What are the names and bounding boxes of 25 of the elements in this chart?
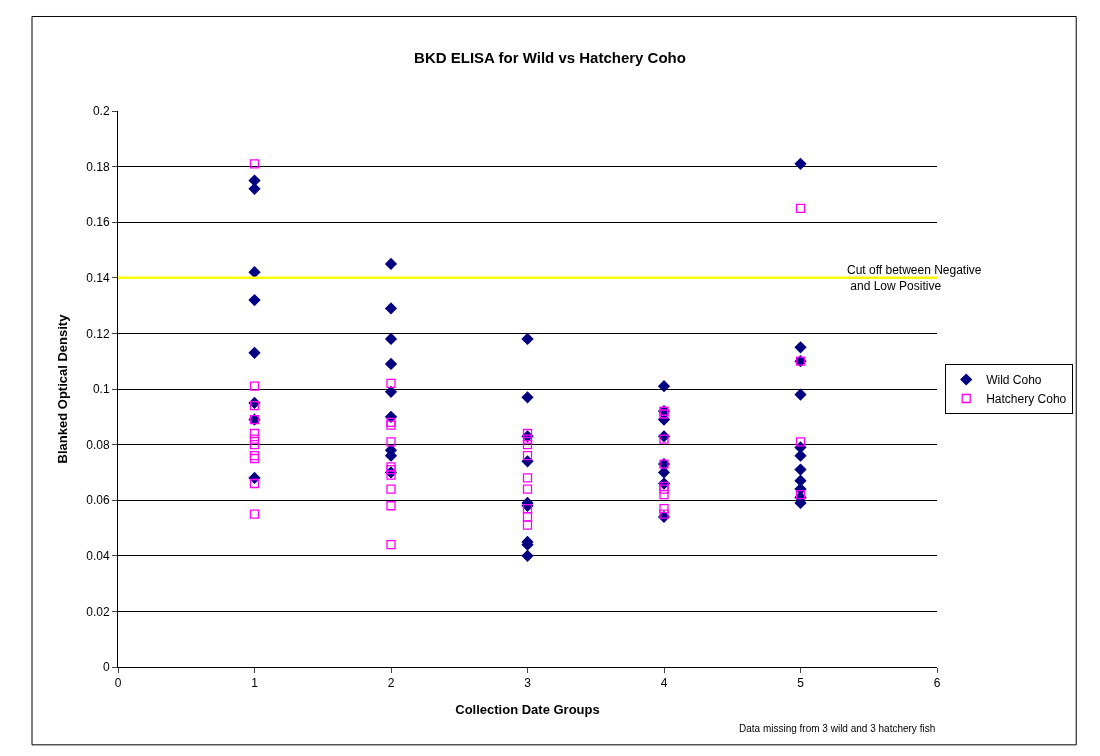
y-tick-label: 0.1	[92, 382, 110, 397]
legend-label: Wild Coho	[986, 373, 1042, 388]
x-tick-label: 4	[660, 676, 668, 691]
x-tick-label: 0	[114, 676, 122, 691]
y-tick-label: 0.2	[92, 104, 110, 119]
y-tick-label: 0.06	[86, 493, 110, 508]
x-tick-label: 1	[251, 676, 259, 691]
legend-label: Hatchery Coho	[986, 392, 1067, 407]
x-tick-label: 2	[387, 676, 395, 691]
y-tick-label: 0.18	[86, 159, 110, 174]
x-tick-label: 6	[933, 676, 941, 691]
y-tick-label: 0.14	[86, 271, 110, 285]
chart-title: BKD ELISA for Wild vs Hatchery Coho	[414, 49, 686, 67]
ref-line-label: Cut off between Negative and Low Positive	[847, 263, 982, 293]
y-tick-label: 0	[102, 660, 110, 675]
y-tick-label: 0.04	[86, 549, 110, 563]
x-tick-label: 3	[524, 676, 532, 691]
text: Data missing from 3 wild and 3 hatchery fish	[739, 723, 936, 734]
x-axis-title: Collection Date Groups	[455, 702, 600, 717]
y-tick-label: 0.08	[86, 437, 110, 452]
y-axis-title: Blanked Optical Density	[55, 313, 71, 464]
y-tick-label: 0.12	[86, 326, 110, 341]
y-tick-label: 0.02	[86, 604, 110, 619]
x-tick-label: 5	[797, 676, 805, 691]
y-tick-label: 0.16	[86, 215, 110, 230]
